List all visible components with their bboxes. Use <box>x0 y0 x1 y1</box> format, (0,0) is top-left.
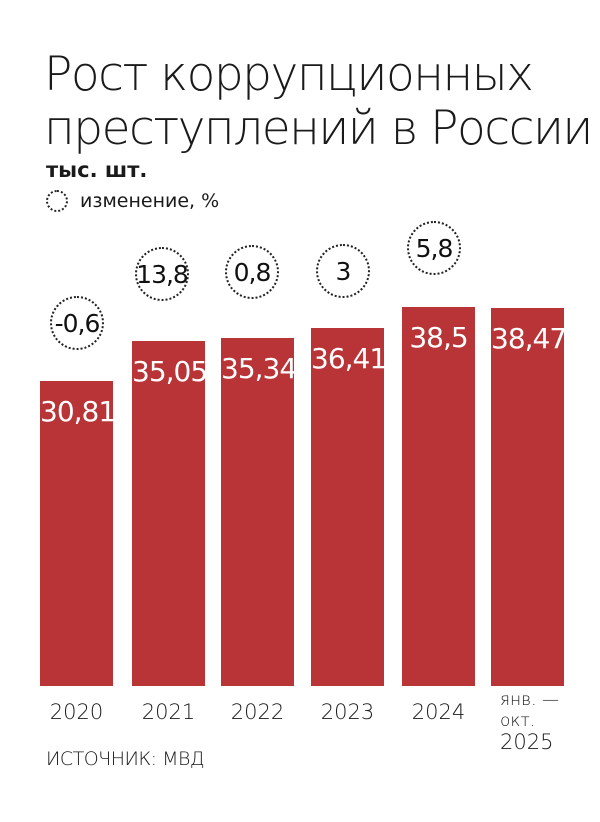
bar-value-label: 38,47 <box>491 322 567 355</box>
source-note: ИСТОЧНИК: МВД <box>46 748 205 770</box>
chart-title-line-2: преступлений в России <box>44 101 593 156</box>
change-circle: 5,8 <box>407 221 461 275</box>
bar-2021: 35,05 <box>132 341 208 686</box>
bar-value-label: 38,5 <box>409 321 468 354</box>
bar-2022: 35,34 <box>221 338 297 686</box>
bar-2024: 38,5 <box>402 307 475 686</box>
dotted-circle-icon <box>46 190 68 212</box>
x-axis-label: 2024 <box>411 700 466 724</box>
bar-value-label: 30,81 <box>40 395 116 428</box>
x-axis-label-line: янв. — <box>500 690 559 710</box>
change-circle: 3 <box>316 244 370 298</box>
chart-title-line-1: Рост коррупционных <box>44 47 534 102</box>
x-axis-label: 2022 <box>230 700 285 724</box>
legend-label: изменение, % <box>80 190 220 212</box>
x-axis-label: 2020 <box>49 700 104 724</box>
bar-value-label: 35,05 <box>132 355 208 388</box>
bar-2020: 30,81 <box>40 381 116 686</box>
change-circle: -0,6 <box>50 296 104 350</box>
bar-value-label: 35,34 <box>221 352 297 385</box>
x-axis-label: 2023 <box>320 700 375 724</box>
legend: изменение, % <box>46 190 219 212</box>
bar-2023: 36,41 <box>311 328 387 686</box>
x-axis-label-year: 2025 <box>500 730 554 754</box>
change-circle: 13,8 <box>135 247 189 301</box>
bar-value-label: 36,41 <box>311 342 387 375</box>
change-circle: 0,8 <box>225 245 279 299</box>
unit-label: тыс. шт. <box>46 158 148 182</box>
x-axis-label-line: окт. <box>500 711 536 731</box>
x-axis-label: 2021 <box>141 700 196 724</box>
bar-2025-jan-oct: 38,47 <box>491 308 567 686</box>
x-axis-label: янв. — окт. 2025 <box>500 690 573 753</box>
chart-title: Рост коррупционных преступлений в России <box>44 47 593 156</box>
